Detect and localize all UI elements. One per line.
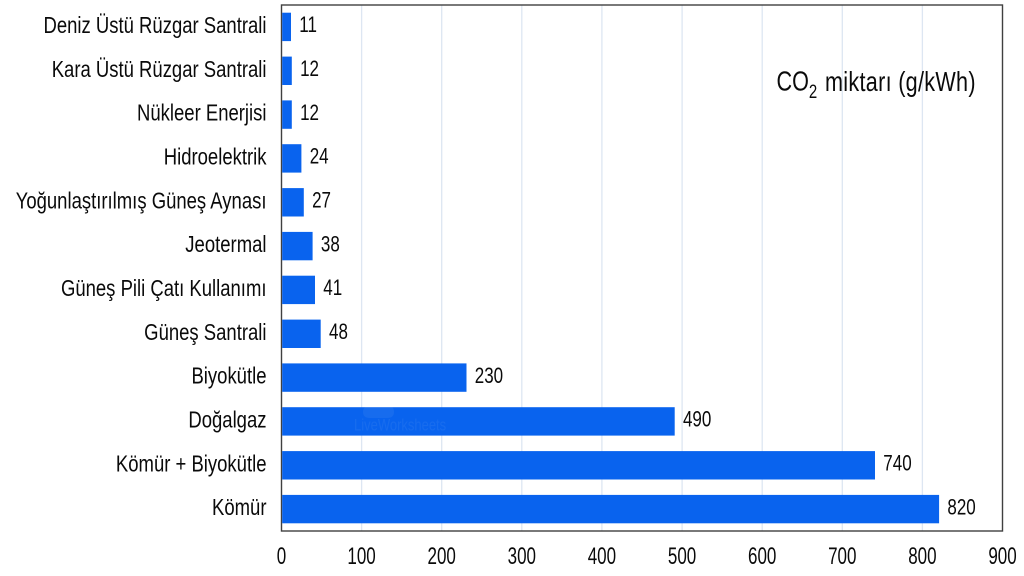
- svg-text:Biyokütle: Biyokütle: [191, 364, 266, 389]
- svg-text:Doğalgaz: Doğalgaz: [188, 408, 266, 433]
- svg-text:Nükleer Enerjisi: Nükleer Enerjisi: [137, 101, 266, 126]
- svg-text:LiveWorksheets: LiveWorksheets: [354, 416, 446, 435]
- svg-text:27: 27: [312, 188, 331, 213]
- svg-text:Jeotermal: Jeotermal: [185, 232, 266, 257]
- svg-text:300: 300: [508, 543, 536, 569]
- svg-text:100: 100: [347, 543, 375, 569]
- svg-text:38: 38: [321, 232, 340, 257]
- svg-text:41: 41: [323, 276, 342, 301]
- svg-text:600: 600: [748, 543, 776, 569]
- svg-text:0: 0: [277, 543, 286, 569]
- svg-text:800: 800: [908, 543, 936, 569]
- svg-text:Güneş Pili Çatı Kullanımı: Güneş Pili Çatı Kullanımı: [61, 276, 267, 301]
- svg-text:Güneş Santrali: Güneş Santrali: [144, 320, 266, 345]
- svg-text:900: 900: [988, 543, 1016, 569]
- svg-text:12: 12: [300, 101, 319, 126]
- svg-text:24: 24: [310, 145, 329, 170]
- svg-text:12: 12: [300, 57, 319, 82]
- svg-text:500: 500: [668, 543, 696, 569]
- svg-text:11: 11: [299, 13, 317, 38]
- svg-text:CO2 miktarı (g/kWh): CO2 miktarı (g/kWh): [777, 67, 976, 102]
- svg-text:820: 820: [947, 495, 975, 520]
- svg-text:Deniz Üstü Rüzgar Santrali: Deniz Üstü Rüzgar Santrali: [43, 13, 266, 38]
- svg-text:490: 490: [683, 408, 711, 433]
- svg-text:Yoğunlaştırılmış Güneş Aynası: Yoğunlaştırılmış Güneş Aynası: [16, 189, 267, 214]
- svg-text:Kömür + Biyokütle: Kömür + Biyokütle: [116, 452, 267, 477]
- svg-text:Kömür: Kömür: [212, 495, 267, 520]
- svg-text:Hidroelektrik: Hidroelektrik: [164, 145, 267, 170]
- svg-text:230: 230: [475, 364, 503, 389]
- svg-text:200: 200: [428, 543, 456, 569]
- svg-text:740: 740: [883, 451, 911, 476]
- svg-text:48: 48: [329, 320, 348, 345]
- svg-text:700: 700: [828, 543, 856, 569]
- svg-text:400: 400: [588, 543, 616, 569]
- svg-text:Kara Üstü Rüzgar Santrali: Kara Üstü Rüzgar Santrali: [52, 57, 267, 82]
